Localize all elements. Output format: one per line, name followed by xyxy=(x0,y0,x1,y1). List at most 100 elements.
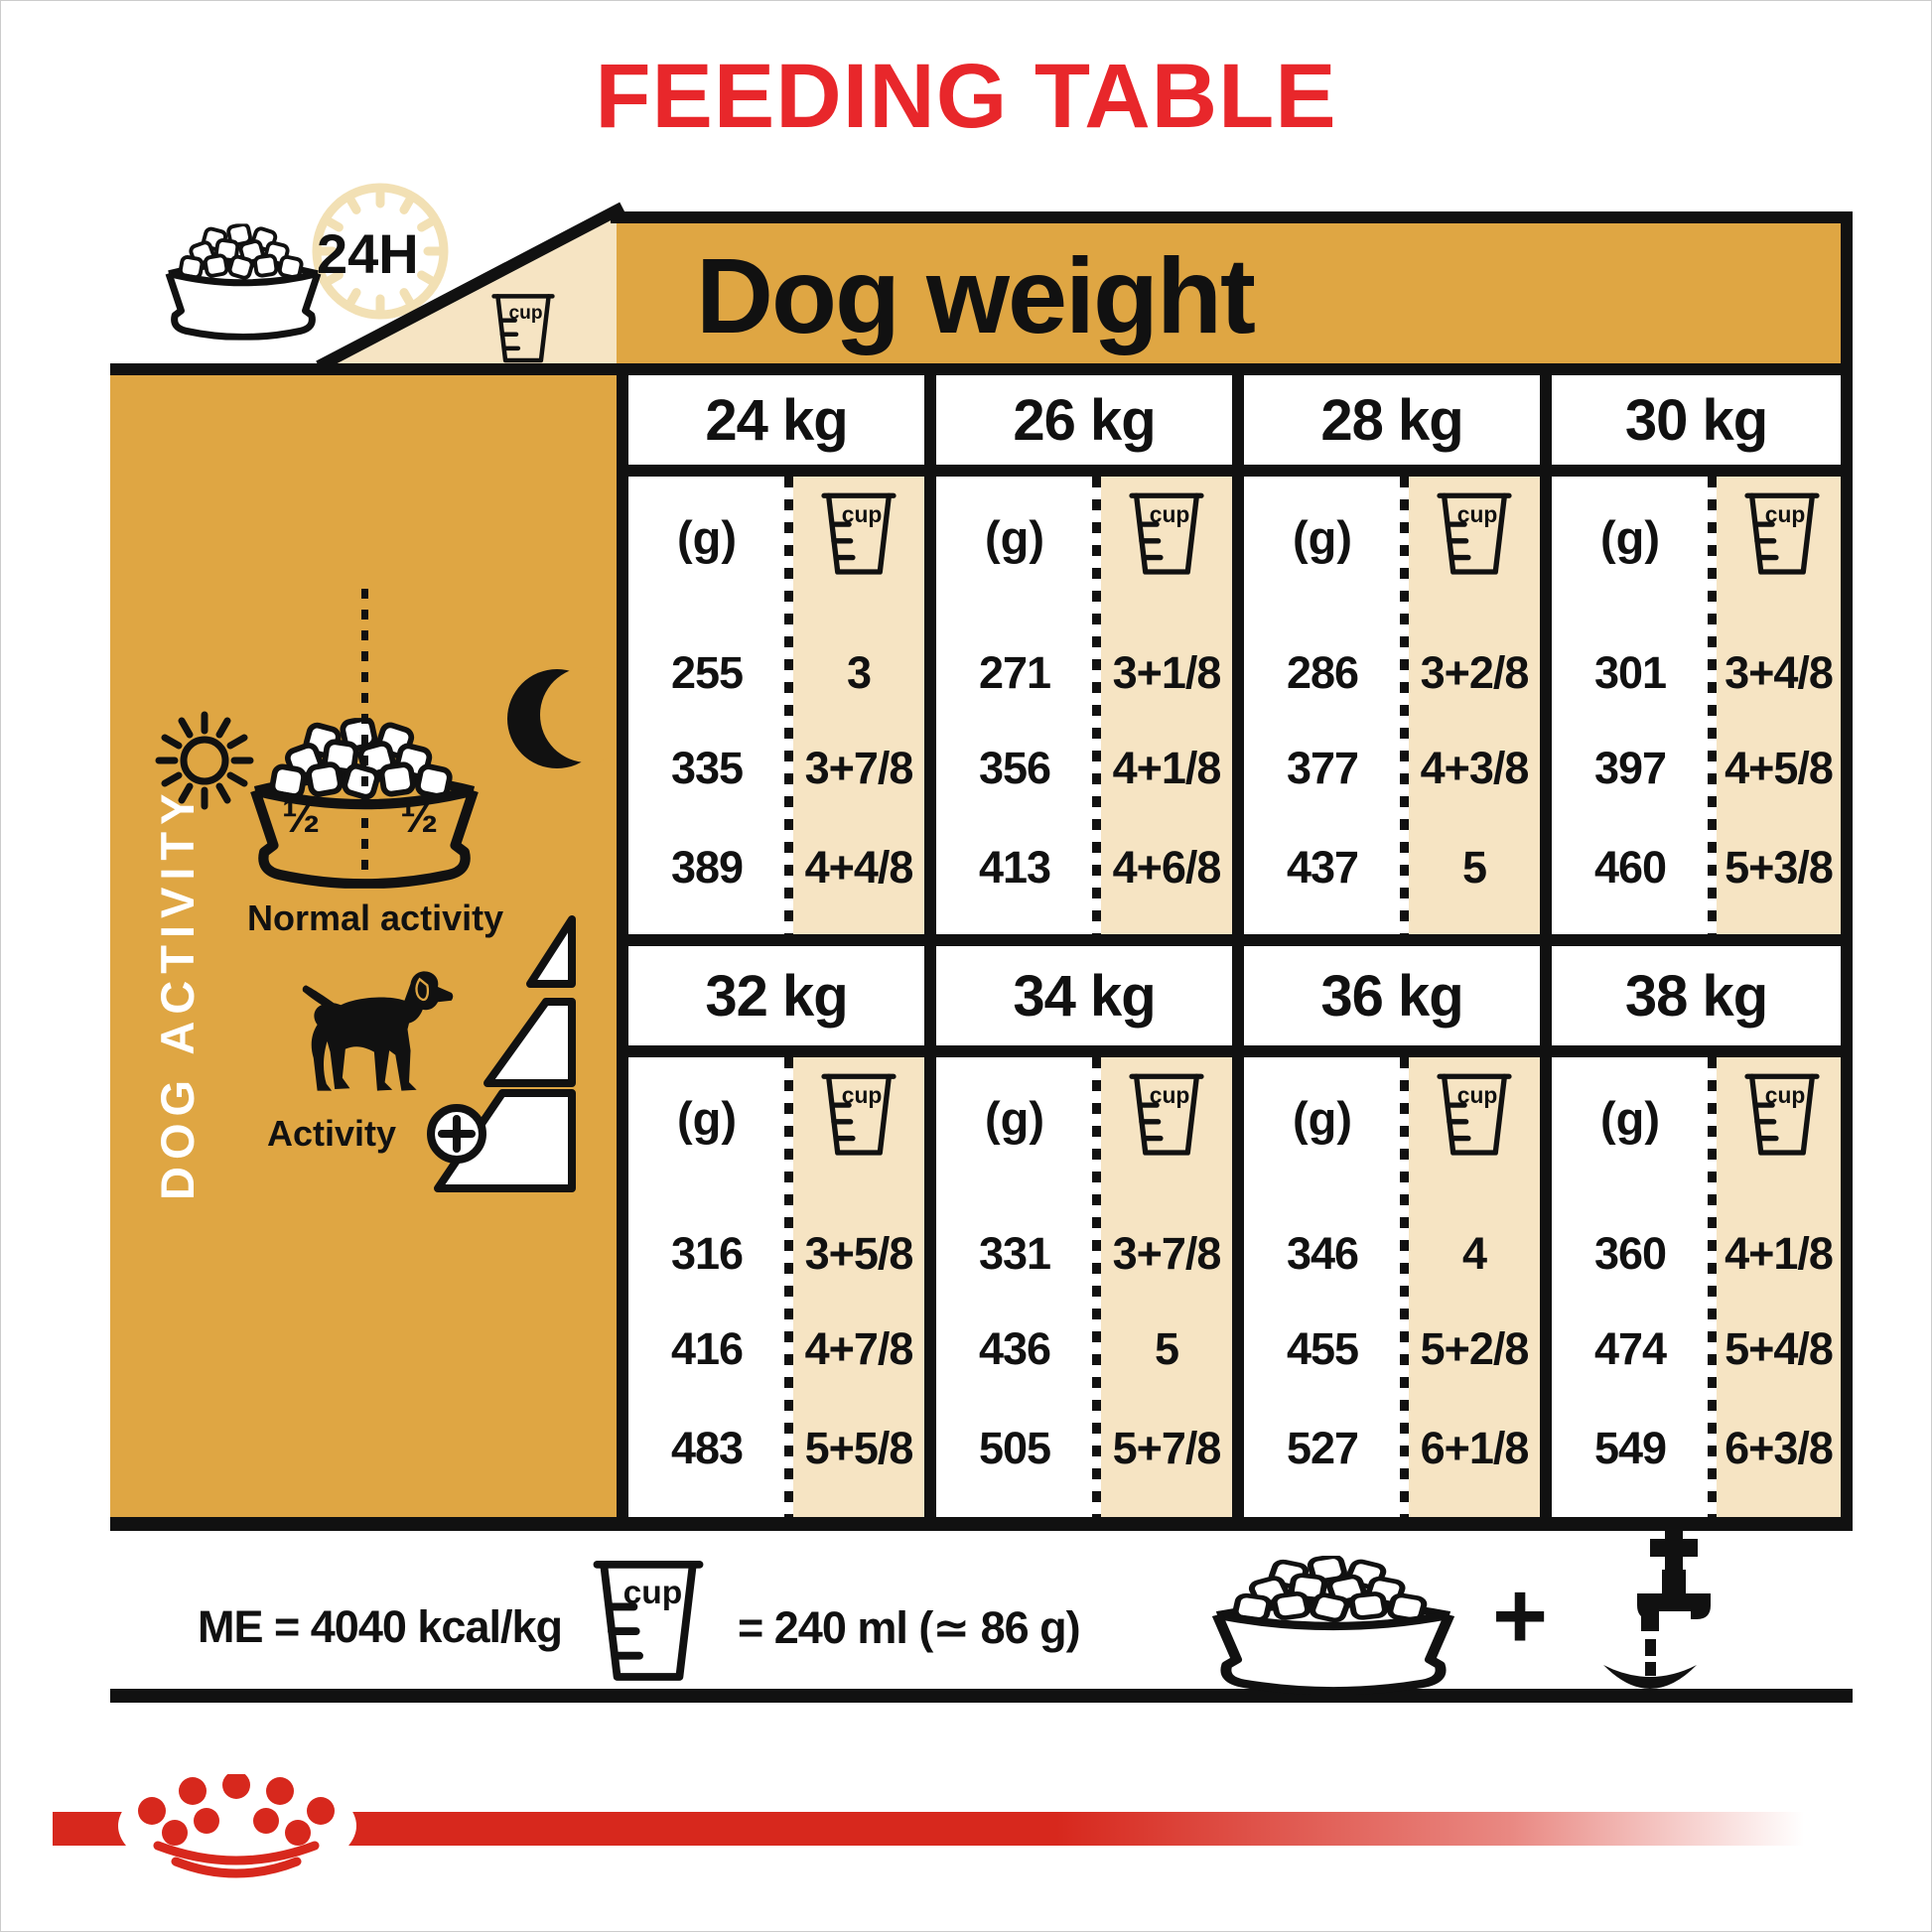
dog-weight-header: 34 kg xyxy=(936,946,1232,1057)
brand-band xyxy=(53,1812,1877,1846)
grams-value: 474 xyxy=(1593,1323,1667,1374)
meal-split-dotted-line xyxy=(361,589,368,875)
weight-group-32kg: 32 kg (g) 316 3+5/8 416 4+7/8 483 5+5/8 xyxy=(628,946,924,1517)
weight-group-38kg: 38 kg (g) 360 4+1/8 474 5+4/8 549 6+3/8 xyxy=(1552,946,1841,1517)
dog-weight-header: 30 kg xyxy=(1552,375,1841,477)
grams-unit-label: (g) xyxy=(984,1092,1044,1145)
sun-icon xyxy=(155,711,254,810)
cups-value: 4+5/8 xyxy=(1725,743,1834,793)
footer-top-border xyxy=(110,1517,1853,1531)
cups-value: 5 xyxy=(1154,1323,1179,1374)
cups-value: 5+7/8 xyxy=(1112,1423,1222,1473)
weight-group-36kg: 36 kg (g) 346 4 455 5+2/8 527 6+1/8 xyxy=(1244,946,1540,1517)
dotted-divider xyxy=(784,477,793,934)
dog-weight-header: 28 kg xyxy=(1244,375,1540,477)
grid-vline-right xyxy=(1841,211,1853,1517)
food-bowl-icon xyxy=(1200,1556,1466,1695)
grams-value: 549 xyxy=(1593,1423,1667,1473)
cups-value: 5 xyxy=(1461,842,1487,893)
grams-unit-label: (g) xyxy=(1292,1092,1352,1145)
cups-value: 3+1/8 xyxy=(1112,647,1222,698)
grams-value: 356 xyxy=(978,743,1051,793)
moon-icon xyxy=(507,667,621,768)
dog-weight-header: 38 kg xyxy=(1552,946,1841,1057)
grid-vline xyxy=(1540,375,1552,1517)
grams-unit-label: (g) xyxy=(676,511,737,564)
grams-value: 416 xyxy=(670,1323,744,1374)
grams-value: 413 xyxy=(978,842,1051,893)
dog-weight-banner xyxy=(617,223,1841,363)
activity-plus-label: Activity xyxy=(267,1113,397,1154)
cups-value: 4+7/8 xyxy=(804,1323,914,1374)
activity-level-ramp xyxy=(427,915,576,1192)
measuring-cup-icon xyxy=(1744,1073,1820,1157)
cup-equivalence-label: = 240 ml (≃ 86 g) xyxy=(738,1602,1081,1653)
grams-value: 286 xyxy=(1286,647,1359,698)
24h-label: 24H xyxy=(317,222,419,285)
grams-value: 271 xyxy=(978,647,1051,698)
grams-unit-label: (g) xyxy=(1599,1092,1660,1145)
measuring-cup-icon xyxy=(821,1073,897,1157)
weight-group-24kg: 24 kg (g) 255 3 335 3+7/8 389 4+4/8 xyxy=(628,375,924,934)
cup-column-bg xyxy=(1409,1057,1540,1517)
dotted-divider xyxy=(1092,477,1101,934)
dog-weight-header: 26 kg xyxy=(936,375,1232,477)
grams-unit-label: (g) xyxy=(984,511,1044,564)
half-portion-right: ½ xyxy=(400,790,439,842)
measuring-cup-icon xyxy=(1129,1073,1204,1157)
cups-value: 3+2/8 xyxy=(1420,647,1530,698)
cups-value: 4+1/8 xyxy=(1112,743,1222,793)
grams-value: 255 xyxy=(670,647,744,698)
grams-value: 316 xyxy=(670,1228,744,1279)
cups-value: 4+4/8 xyxy=(804,842,914,893)
grams-value: 527 xyxy=(1286,1423,1359,1473)
grams-value: 505 xyxy=(978,1423,1051,1473)
cup-column-bg xyxy=(1717,477,1841,934)
dotted-divider xyxy=(1708,477,1717,934)
grams-value: 455 xyxy=(1286,1323,1359,1374)
dotted-divider xyxy=(1708,1057,1717,1517)
cup-column-bg xyxy=(793,477,924,934)
grams-unit-label: (g) xyxy=(676,1092,737,1145)
measuring-cup-icon xyxy=(1129,492,1204,576)
cups-value: 5+2/8 xyxy=(1420,1323,1530,1374)
cups-value: 4+3/8 xyxy=(1420,743,1530,793)
cups-value: 5+3/8 xyxy=(1725,842,1834,893)
diagonal-corner xyxy=(316,202,625,368)
water-tap-icon xyxy=(1603,1524,1711,1689)
dotted-divider xyxy=(784,1057,793,1517)
dotted-divider xyxy=(1400,477,1409,934)
table-lower-half: 32 kg (g) 316 3+5/8 416 4+7/8 483 5+5/8 … xyxy=(628,946,1841,1517)
cups-value: 3+4/8 xyxy=(1725,647,1834,698)
measuring-cup-icon xyxy=(821,492,897,576)
cups-value: 5+4/8 xyxy=(1725,1323,1834,1374)
cups-value: 6+1/8 xyxy=(1420,1423,1530,1473)
dog-weight-header: 32 kg xyxy=(628,946,924,1057)
banner-top-border xyxy=(611,211,1853,223)
weight-group-34kg: 34 kg (g) 331 3+7/8 436 5 505 5+7/8 xyxy=(936,946,1232,1517)
measuring-cup-icon xyxy=(1437,1073,1512,1157)
dog-silhouette-icon xyxy=(302,971,454,1091)
dog-weight-header: 24 kg xyxy=(628,375,924,477)
weight-group-30kg: 30 kg (g) 301 3+4/8 397 4+5/8 460 5+3/8 xyxy=(1552,375,1841,934)
cups-value: 3+7/8 xyxy=(804,743,914,793)
cups-value: 6+3/8 xyxy=(1725,1423,1834,1473)
grams-unit-label: (g) xyxy=(1599,511,1660,564)
normal-activity-label: Normal activity xyxy=(247,897,504,938)
cups-value: 4+6/8 xyxy=(1112,842,1222,893)
dog-weight-title: Dog weight xyxy=(696,235,1256,355)
dog-weight-header: 36 kg xyxy=(1244,946,1540,1057)
dog-activity-sidebar xyxy=(110,375,617,1517)
clock-icon xyxy=(312,183,449,320)
cup-column-bg xyxy=(1409,477,1540,934)
cup-column-bg xyxy=(1101,477,1232,934)
grid-vline xyxy=(617,375,628,1517)
cup-column-bg xyxy=(1717,1057,1841,1517)
grams-value: 377 xyxy=(1286,743,1359,793)
grams-value: 360 xyxy=(1593,1228,1667,1279)
measuring-cup-icon xyxy=(491,293,555,364)
page-title: FEEDING TABLE xyxy=(595,46,1337,147)
dotted-divider xyxy=(1400,1057,1409,1517)
measuring-cup-icon xyxy=(1744,492,1820,576)
